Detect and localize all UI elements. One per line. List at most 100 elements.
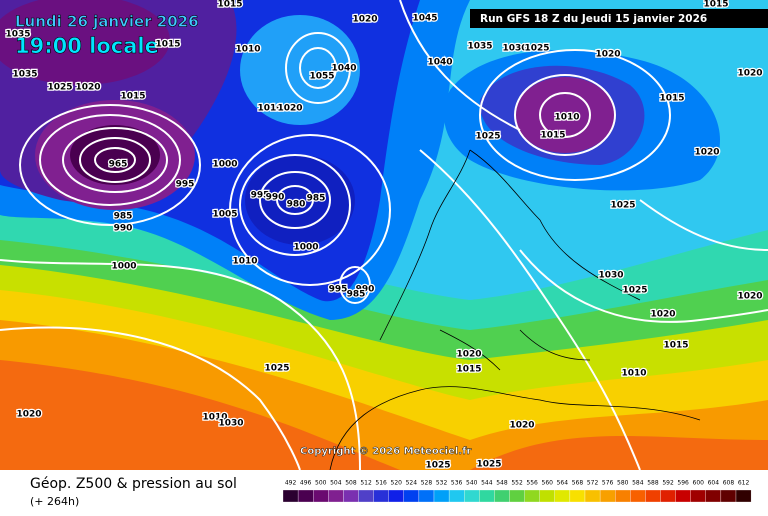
legend-label: 552 [511,480,523,487]
valid-date: Lundi 26 janvier 2026 [15,13,199,31]
isobar-label: 1010 [235,45,260,55]
legend-swatch [418,489,435,503]
legend-swatch [509,489,525,503]
isobar-label: 1015 [120,92,145,102]
legend-label: 580 [617,480,629,487]
legend-label: 592 [662,480,674,487]
legend-label: 588 [647,480,659,487]
legend-swatch [494,489,510,503]
legend-swatch [645,489,661,503]
isobar-label: 1045 [412,14,437,24]
legend-swatch [524,489,540,503]
isobar-label: 1015 [540,131,565,141]
low-core-east [515,77,615,153]
isobar-label: 1025 [476,460,501,470]
isobar-label: 1015 [663,341,688,351]
isobar-label: 1010 [202,413,227,423]
legend-swatch [615,489,631,503]
legend-label: 508 [345,480,357,487]
isobar-label: 1030 [598,271,623,281]
legend-swatch [675,489,691,503]
legend-swatch [358,489,374,503]
isobar-label: 985 [307,194,326,204]
legend-label: 596 [677,480,689,487]
legend-label: 572 [587,480,599,487]
legend-label: 528 [421,480,433,487]
legend-label: 560 [542,480,554,487]
isobar-label: 990 [114,224,133,234]
legend-label: 600 [693,480,705,487]
legend-label: 556 [526,480,538,487]
isobar-label: 1020 [277,104,302,114]
isobar-label: 1010 [554,113,579,123]
isobar-label: 965 [109,160,128,170]
isobar-label: 1015 [217,0,242,10]
isobar-label: 1010 [232,257,257,267]
isobar-label: 985 [347,290,366,300]
legend-label: 612 [738,480,750,487]
isobar-label: 995 [176,180,195,190]
coastlines [329,149,701,470]
legend-swatch [630,489,646,503]
legend-swatch [479,489,495,503]
legend-label: 544 [481,480,493,487]
low-north [0,0,170,85]
legend-label: 520 [391,480,403,487]
isobar-label: 995 [329,285,348,295]
legend-label: 512 [360,480,372,487]
legend-label: 516 [375,480,387,487]
legend-label: 604 [708,480,720,487]
isobar-label: 1005 [212,210,237,220]
isobar-label: 1035 [467,42,492,52]
legend-swatch [403,489,420,503]
isobar-label: 990 [266,193,285,203]
isobar-label: 1040 [427,58,452,68]
isobar-label: 1020 [352,15,377,25]
legend-label: 524 [406,480,418,487]
isobar-label: 995 [251,191,270,201]
legend-label: 584 [632,480,644,487]
isobar-label: 1020 [737,292,762,302]
map-field [0,0,768,470]
legend-swatch [388,489,404,503]
legend-swatch [539,489,555,503]
valid-time: 19:00 locale [15,34,159,58]
run-banner [470,9,768,28]
isobar-label: 1015 [456,365,481,375]
legend-label: 536 [451,480,463,487]
legend-label: 500 [315,480,327,487]
legend-swatch [720,489,737,503]
isobar-label: 1020 [650,310,675,320]
isobar-label: 1020 [16,410,41,420]
isobar-label: 1000 [111,262,136,272]
legend-swatch [313,489,329,503]
legend-label: 568 [572,480,584,487]
isobar-label: 1025 [524,44,549,54]
legend-label: 608 [723,480,735,487]
legend-swatch [554,489,571,503]
legend-label: 504 [330,480,342,487]
legend-swatch [297,489,314,503]
isobar-label: 980 [287,200,306,210]
legend-label: 564 [557,480,569,487]
legend-swatch [373,489,389,503]
isobar-label: 1015 [659,94,684,104]
isobar-label: 1025 [610,201,635,211]
run-info: Run GFS 18 Z du Jeudi 15 janvier 2026 [480,13,707,25]
isobar-label: 1030 [502,44,527,54]
legend-label: 496 [300,480,312,487]
legend-swatch [343,489,359,503]
footer-title: Géop. Z500 & pression au sol [30,476,237,492]
isobar-label: 1020 [737,69,762,79]
isobar-lines [0,0,768,470]
isobar-label: 1010 [257,104,282,114]
legend-label: 532 [436,480,448,487]
legend-swatch [599,489,616,503]
isobar-label: 1025 [47,83,72,93]
isobar-label: 1015 [703,0,728,10]
legend-swatch [735,489,752,503]
isobar-label: 1025 [264,364,289,374]
legend-label: 576 [602,480,614,487]
legend-swatch [569,489,586,503]
